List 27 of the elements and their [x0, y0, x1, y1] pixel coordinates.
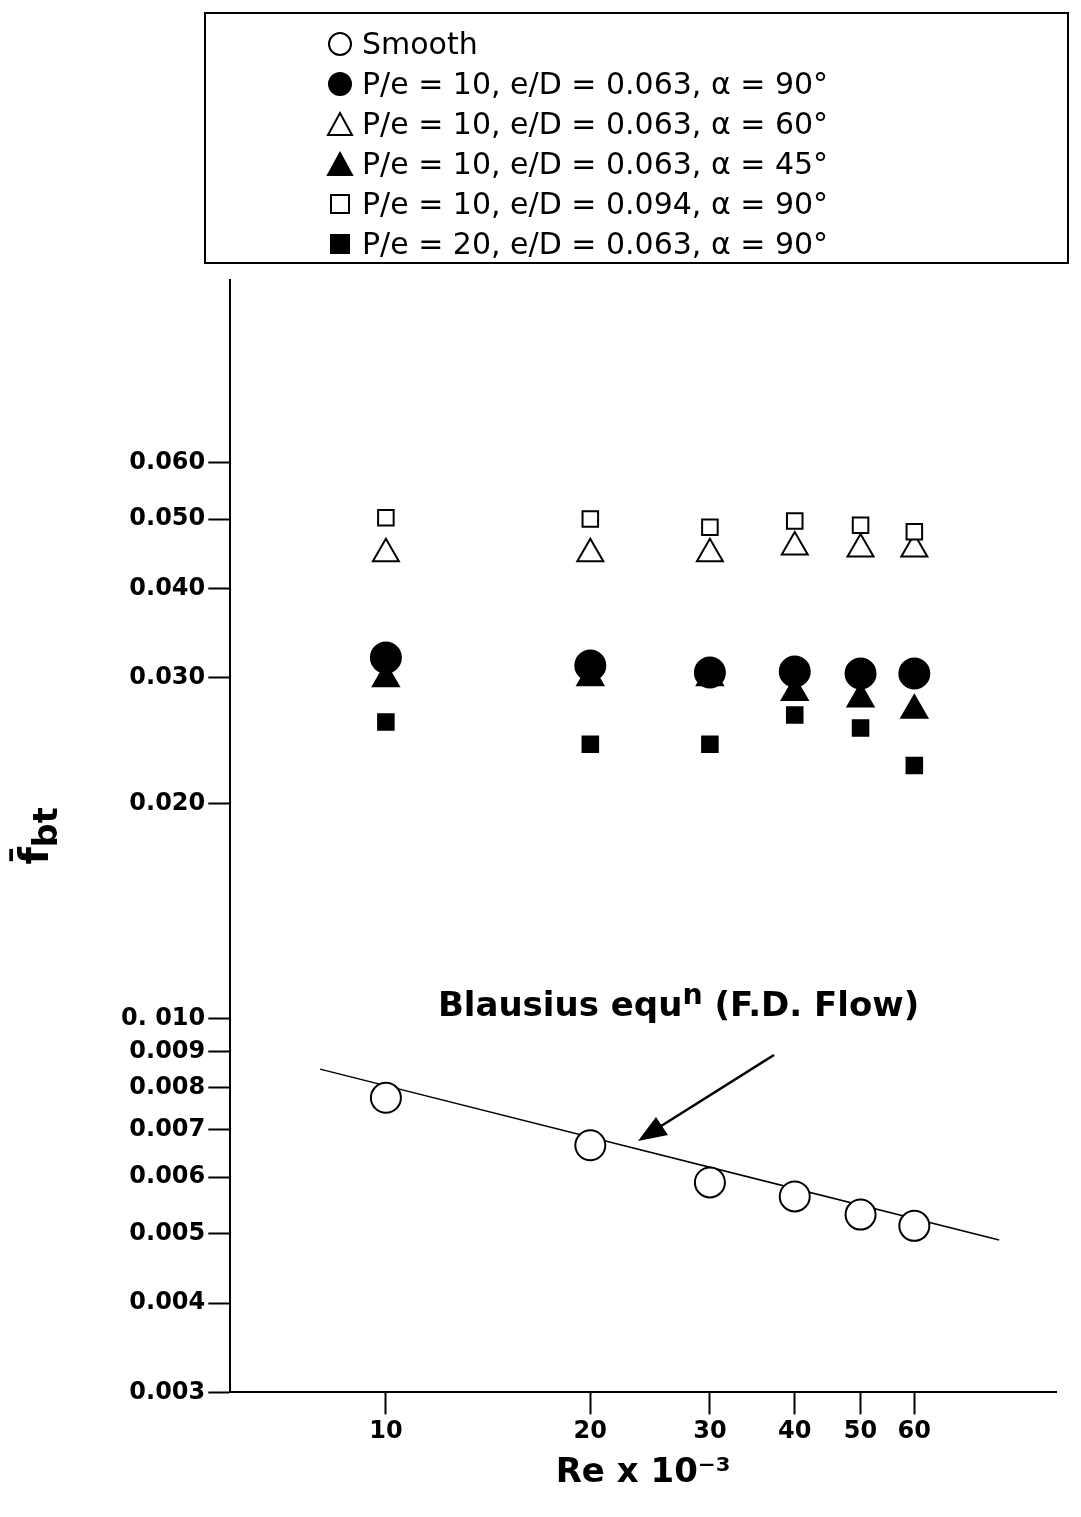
- y-tick-label: 0.030: [129, 661, 206, 690]
- legend-label: P/e = 10, e/D = 0.063, α = 60°: [362, 105, 829, 143]
- y-tick-label: 0.003: [129, 1376, 206, 1405]
- legend-label: P/e = 10, e/D = 0.094, α = 90°: [362, 185, 829, 223]
- x-tick-label: 30: [693, 1416, 727, 1445]
- y-tick-label: 0.005: [129, 1218, 206, 1247]
- x-tick-label: 40: [778, 1416, 812, 1445]
- legend-label: P/e = 20, e/D = 0.063, α = 90°: [362, 225, 829, 263]
- annotation: Blausius equ$^{n}$ (F.D. Flow): [437, 977, 920, 1025]
- legend-label: Smooth: [362, 25, 478, 63]
- x-tick-label: 60: [897, 1416, 932, 1445]
- legend-label: P/e = 10, e/D = 0.063, α = 90°: [362, 65, 829, 103]
- x-tick-label: 20: [573, 1416, 608, 1445]
- y-tick-label: 0.020: [129, 787, 206, 816]
- y-tick-label: 0. 010: [120, 1002, 206, 1031]
- x-tick-label: 50: [843, 1416, 878, 1445]
- y-tick-label: 0.050: [129, 503, 206, 532]
- y-tick-label: 0.004: [129, 1287, 206, 1316]
- y-tick-label: 0.008: [129, 1072, 206, 1101]
- x-axis-title: Re x 10⁻³: [555, 1450, 731, 1491]
- x-tick-label: 10: [369, 1416, 403, 1445]
- y-tick-label: 0.060: [129, 446, 206, 475]
- y-tick-label: 0.040: [129, 572, 206, 601]
- y-tick-label: 0.009: [129, 1035, 206, 1064]
- legend-label: P/e = 10, e/D = 0.063, α = 45°: [362, 145, 829, 183]
- y-tick-label: 0.006: [129, 1161, 206, 1190]
- y-tick-label: 0.007: [129, 1113, 206, 1142]
